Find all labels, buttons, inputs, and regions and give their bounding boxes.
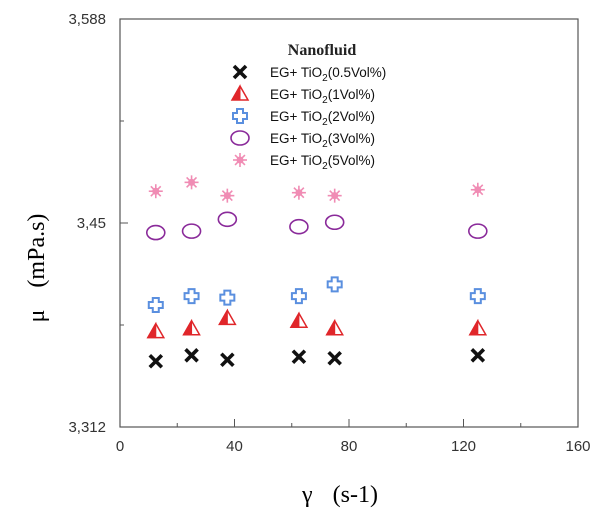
legend-entry-4: EG+ TiO2(3Vol%)	[270, 131, 375, 150]
data-point-series-2	[218, 308, 237, 326]
data-point-series-2	[146, 321, 166, 339]
data-point-series-1	[327, 350, 342, 366]
data-point-series-5	[291, 185, 306, 200]
axis-ticks	[119, 18, 579, 428]
data-point-series-3	[219, 289, 236, 306]
data-point-series-2	[468, 318, 488, 336]
data-point-series-5	[148, 184, 163, 199]
x-tick-label: 40	[226, 438, 243, 455]
legend-marker-2	[230, 84, 250, 101]
y-axis-title: μ (mPa.s)	[24, 214, 50, 323]
data-point-series-1	[470, 348, 486, 363]
data-point-series-3	[326, 276, 343, 293]
y-axis-unit: (mPa.s)	[24, 214, 50, 288]
data-point-series-1	[220, 352, 235, 368]
data-point-series-5	[184, 175, 199, 190]
legend-entry-5: EG+ TiO2(5Vol%)	[270, 153, 375, 172]
data-point-series-4	[217, 211, 238, 228]
legend-marker-4	[230, 130, 250, 146]
data-point-series-1	[184, 348, 199, 363]
data-point-series-2	[325, 318, 344, 336]
data-point-series-5	[470, 182, 485, 197]
legend-marker-3	[232, 108, 248, 124]
y-tick-label: 3,45	[77, 215, 106, 232]
data-point-series-2	[289, 311, 309, 329]
data-point-series-5	[327, 188, 342, 203]
legend-entry-3: EG+ TiO2(2Vol%)	[270, 109, 375, 128]
data-point-series-2	[182, 318, 201, 336]
data-point-series-3	[183, 288, 200, 305]
legend: Nanofluid EG+ TiO2(0.5Vol%) EG+ TiO2(1Vol…	[230, 42, 386, 172]
y-tick-label: 3,312	[68, 419, 106, 436]
data-point-series-4	[324, 214, 345, 231]
data-point-series-4	[289, 218, 309, 235]
legend-marker-5	[233, 153, 247, 167]
legend-title: Nanofluid	[288, 42, 357, 59]
x-axis-symbol: γ	[301, 482, 313, 508]
data-point-series-4	[145, 224, 166, 241]
legend-marker-1	[232, 64, 248, 80]
data-point-series-4	[468, 223, 488, 239]
y-axis-symbol: μ	[24, 310, 50, 323]
legend-entry-1: EG+ TiO2(0.5Vol%)	[270, 65, 386, 84]
data-point-series-3	[290, 288, 307, 305]
data-points	[145, 175, 488, 369]
x-tick-label: 120	[451, 438, 476, 455]
data-point-series-1	[148, 353, 164, 369]
data-point-series-5	[220, 188, 235, 203]
data-point-series-1	[291, 349, 307, 365]
y-tick-label: 3,588	[68, 11, 106, 28]
x-tick-label: 0	[116, 438, 124, 455]
data-point-series-4	[181, 223, 202, 239]
x-tick-label: 80	[341, 438, 358, 455]
x-axis-unit: (s-1)	[333, 482, 378, 508]
x-tick-label: 160	[565, 438, 590, 455]
legend-entry-2: EG+ TiO2(1Vol%)	[270, 87, 375, 106]
data-point-series-3	[469, 288, 486, 305]
x-axis-title: γ (s-1)	[301, 482, 378, 508]
data-point-series-3	[147, 297, 164, 314]
plot-frame	[119, 18, 579, 428]
axis-tick-labels: 0 40 80 120 160 3,312 3,45 3,588	[68, 11, 590, 455]
